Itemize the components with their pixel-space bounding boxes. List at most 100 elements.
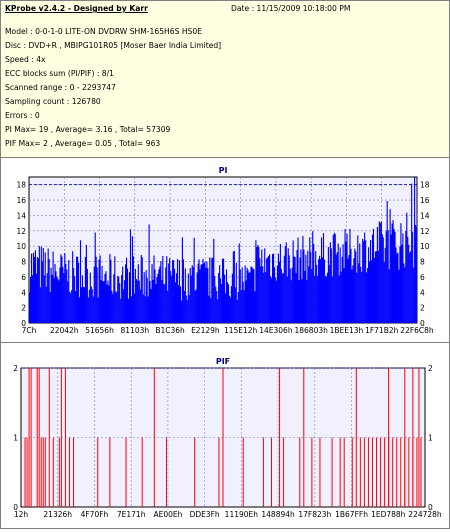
pi-bar xyxy=(204,261,206,323)
pi-bar xyxy=(212,257,214,323)
pi-bar xyxy=(251,267,253,323)
pi-bar xyxy=(42,248,44,323)
pi-bar xyxy=(394,231,396,323)
pi-bar xyxy=(137,264,139,323)
pif-x-tick-label: 1B67FFh xyxy=(335,510,368,519)
pi-bar xyxy=(255,240,257,323)
pi-bar xyxy=(359,243,361,323)
pi-bar xyxy=(83,287,85,323)
pi-bar xyxy=(321,257,324,323)
pi-bar xyxy=(325,276,328,323)
pi-y-tick-label-left: 18 xyxy=(16,181,26,190)
pi-bar xyxy=(217,299,219,323)
pi-bar xyxy=(290,280,292,323)
pi-bar xyxy=(286,276,288,323)
pi-bar xyxy=(241,267,243,323)
pi-bar xyxy=(108,285,110,323)
pi-bar xyxy=(184,268,186,323)
pi-bar xyxy=(346,233,348,323)
pi-bar xyxy=(264,248,266,323)
pi-bar xyxy=(368,247,370,323)
pi-x-tick-label: 1BEE13h xyxy=(330,326,364,335)
pi-x-tick-label: 14E306h xyxy=(259,326,293,335)
pi-bar xyxy=(293,256,295,323)
pi-bar xyxy=(407,236,409,323)
pi-bar xyxy=(168,263,170,323)
pi-bar xyxy=(231,273,233,323)
pi-x-tick-label: 186803h xyxy=(294,326,328,335)
pif-chart-panel: PIF 0 0 1 1 2 2 12h 21326h 4F70Fh 7E171h AE00Eh DDE3… xyxy=(1,343,449,528)
pi-bar xyxy=(149,280,151,323)
pi-bar xyxy=(273,267,276,323)
pi-bar xyxy=(284,246,286,323)
pi-bar xyxy=(100,280,102,323)
pi-bar xyxy=(51,274,53,323)
pi-bar xyxy=(44,252,46,323)
pi-bar xyxy=(86,268,88,323)
pi-bar xyxy=(139,289,141,323)
pi-bar xyxy=(151,264,153,323)
pi-bar xyxy=(237,292,239,323)
pi-bar xyxy=(298,280,300,323)
pi-bar xyxy=(49,291,51,323)
pi-bar xyxy=(110,259,112,323)
pi-bar xyxy=(270,276,272,323)
pi-bar xyxy=(91,289,93,323)
pi-bar xyxy=(272,253,275,323)
pi-bar xyxy=(248,272,250,323)
pi-y-tick-label-right: 10 xyxy=(420,242,430,251)
pi-bar xyxy=(268,255,270,323)
pi-bar xyxy=(334,234,336,323)
pi-bar xyxy=(181,237,183,323)
pi-bar xyxy=(97,297,99,323)
pif-x-tick-label: 21326h xyxy=(43,510,72,519)
pi-y-tick-label-right: 4 xyxy=(420,288,425,297)
pi-bar xyxy=(188,294,190,323)
pi-bar xyxy=(199,269,201,323)
pi-bar xyxy=(206,261,208,323)
pi-bar xyxy=(116,292,118,323)
pi-bar xyxy=(67,281,69,323)
pi-bar xyxy=(207,268,209,323)
pi-x-tick-label: 81103h xyxy=(121,326,150,335)
pi-bar xyxy=(143,272,145,323)
pi-bar xyxy=(246,267,248,323)
pi-bar xyxy=(304,270,306,323)
pi-bar xyxy=(233,250,235,323)
pi-bar xyxy=(48,259,50,323)
pif-chart: PIF 0 0 1 1 2 2 12h 21326h 4F70Fh 7E171h AE00Eh DDE3… xyxy=(13,357,442,519)
pi-bar xyxy=(243,290,245,323)
pi-bar xyxy=(162,255,164,323)
pi-bar xyxy=(410,251,412,323)
pi-bar xyxy=(381,234,383,323)
pi-bar xyxy=(133,293,135,323)
pi-bar xyxy=(176,259,179,323)
pi-y-tick-label-left: 10 xyxy=(16,242,26,251)
pi-bar xyxy=(380,221,382,323)
pi-bar xyxy=(75,291,77,323)
pi-bar xyxy=(250,266,252,323)
pi-bar xyxy=(377,250,379,323)
info-scanned-range: Scanned range : 0 - 2293747 xyxy=(5,83,116,92)
pi-bar xyxy=(68,260,70,323)
pi-bar xyxy=(53,277,55,323)
pi-bar xyxy=(155,283,157,323)
pi-bar xyxy=(104,274,106,323)
pi-bar xyxy=(125,264,127,323)
pi-bar xyxy=(32,252,35,323)
pif-x-tick-label: 4F70Fh xyxy=(81,510,109,519)
pi-bar xyxy=(363,240,365,323)
pi-bar xyxy=(174,268,176,323)
pi-bar xyxy=(297,237,299,323)
pi-bar xyxy=(95,256,97,323)
pi-bar xyxy=(211,258,213,323)
pif-x-tick-label: 17F823h xyxy=(298,510,331,519)
pi-bar xyxy=(121,274,123,323)
pi-bar xyxy=(262,266,264,323)
pi-bar xyxy=(36,257,38,323)
pi-bar xyxy=(318,259,320,323)
pi-bar xyxy=(239,269,241,323)
pi-y-tick-label-left: 8 xyxy=(21,258,26,267)
pi-bar xyxy=(57,278,59,323)
